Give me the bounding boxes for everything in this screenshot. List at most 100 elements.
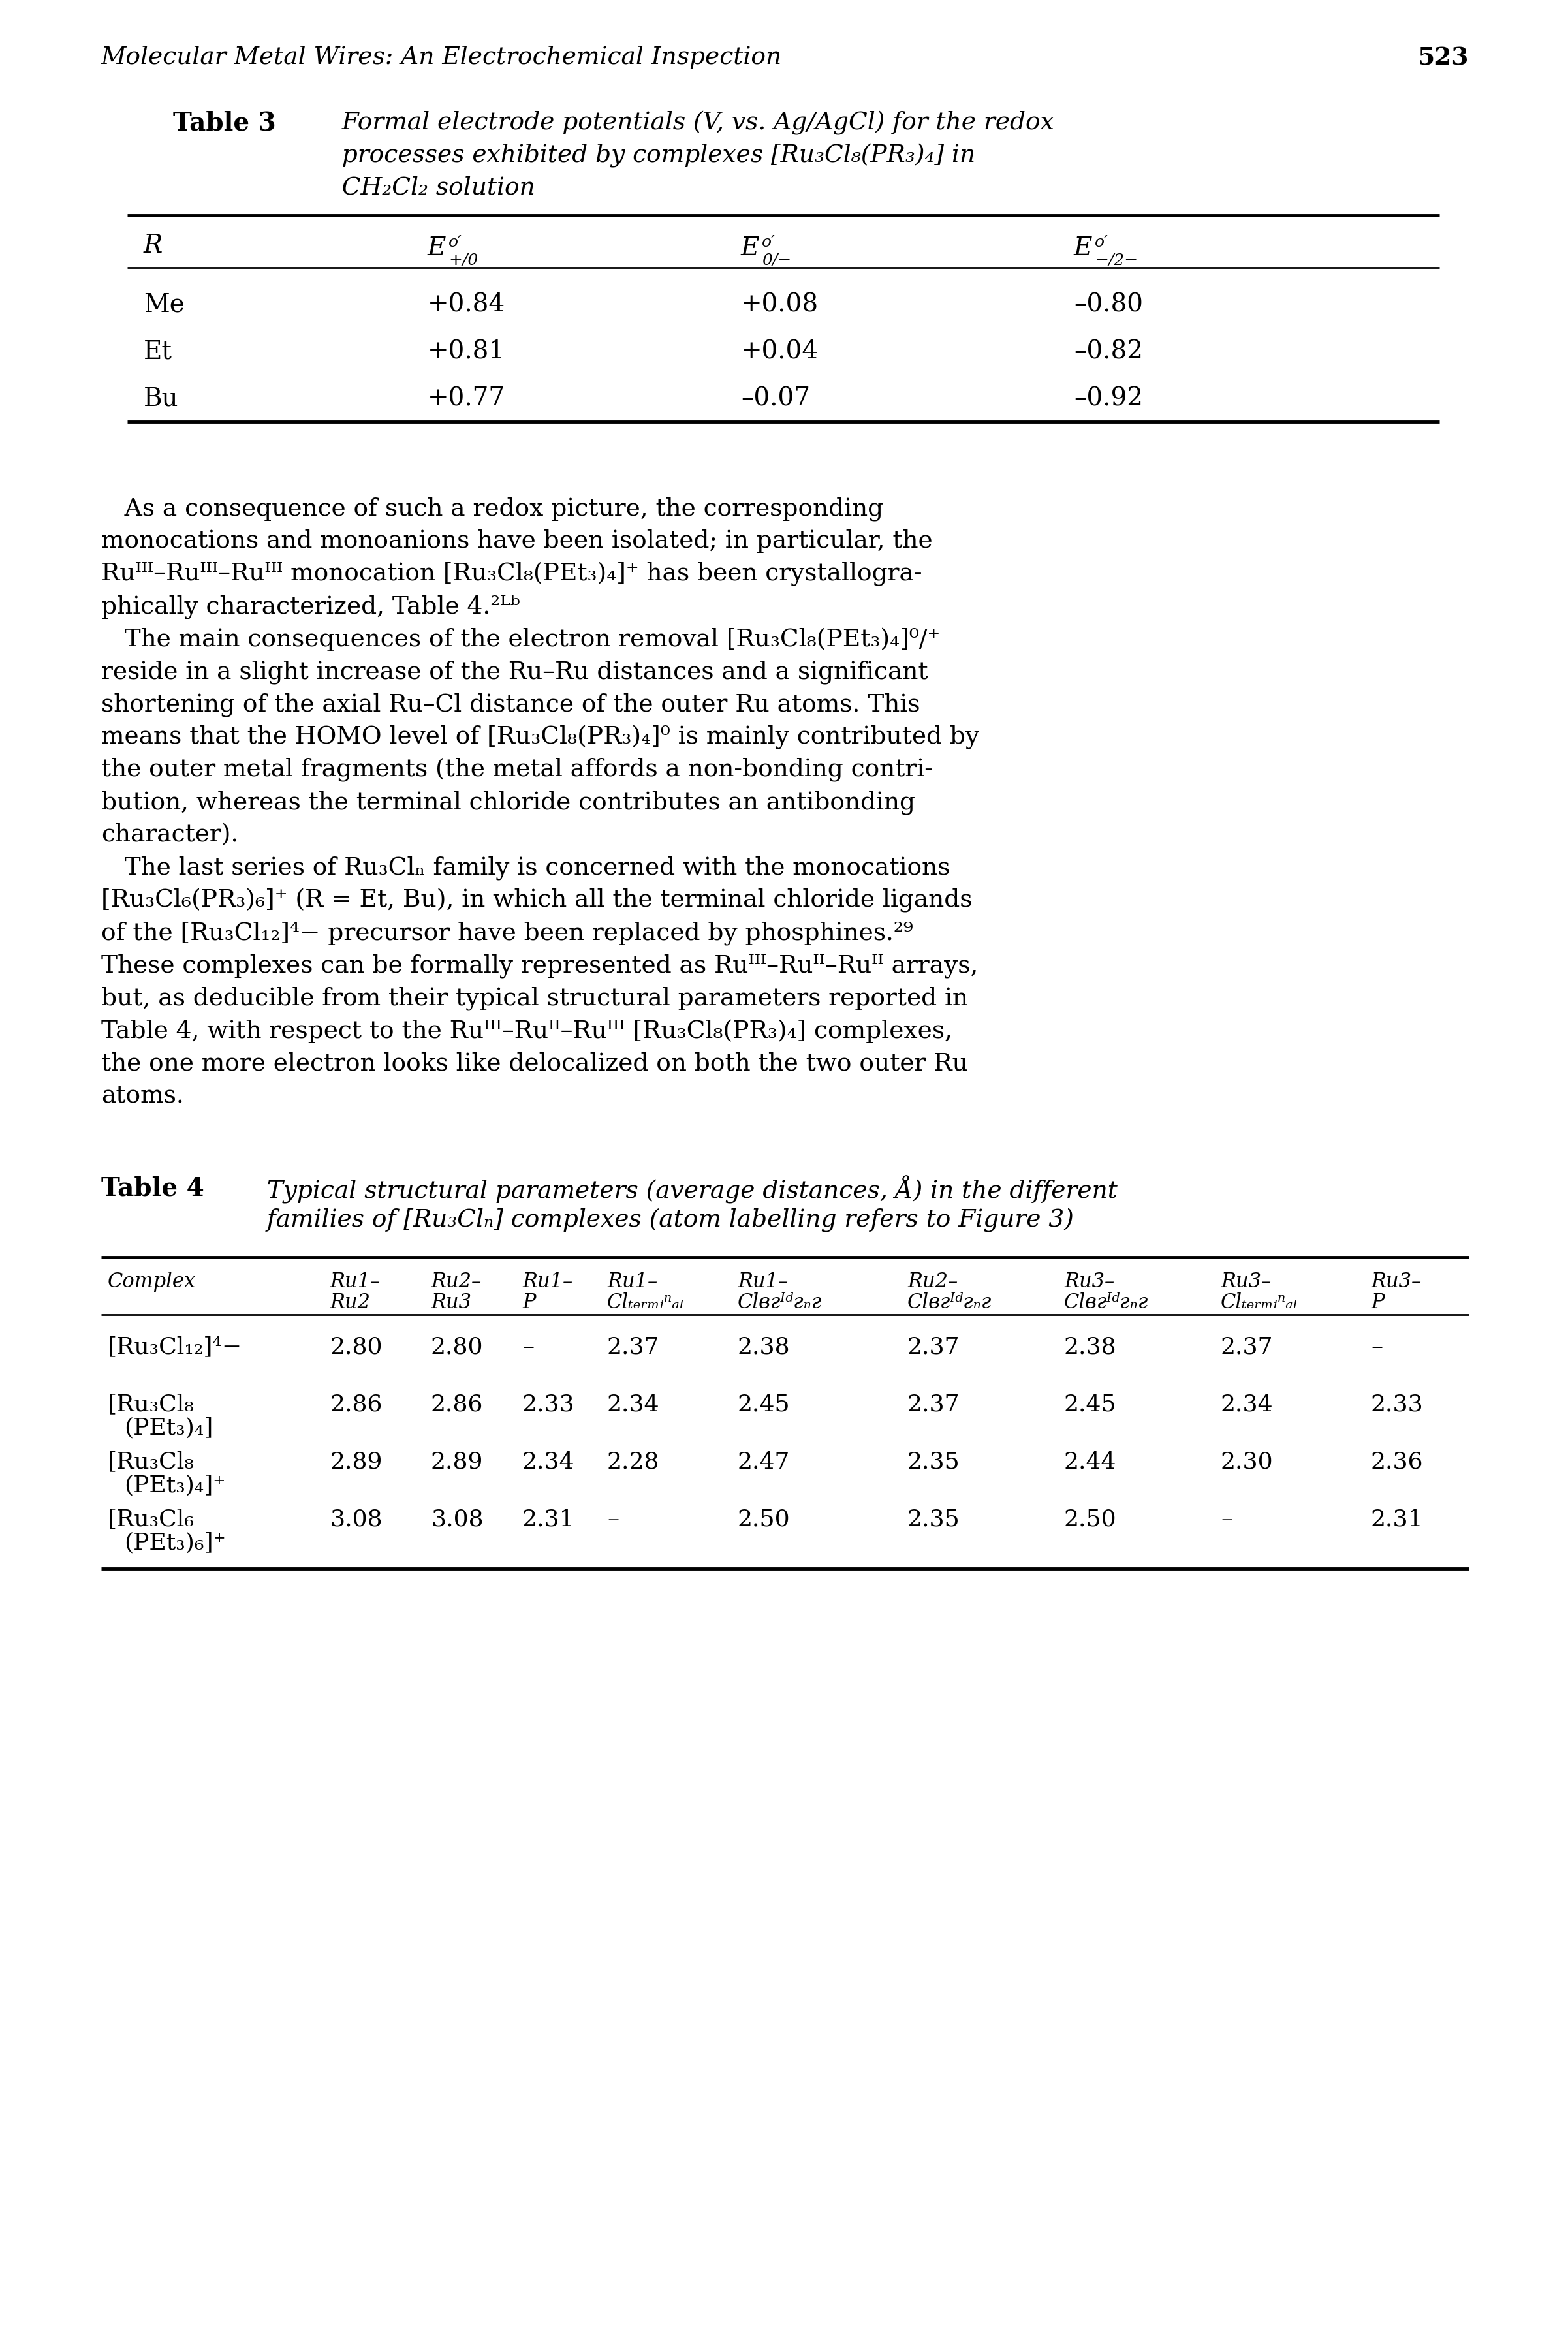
- Text: Formal electrode potentials (V, vs. Ag/AgCl) for the redox: Formal electrode potentials (V, vs. Ag/A…: [326, 110, 1054, 134]
- Text: (PEt₃)₄]⁺: (PEt₃)₄]⁺: [124, 1473, 226, 1497]
- Text: 2.37: 2.37: [908, 1394, 960, 1415]
- Text: 2.38: 2.38: [737, 1335, 790, 1358]
- Text: Ru1–: Ru1–: [329, 1271, 379, 1293]
- Text: means that the HOMO level of [Ru₃Cl₈(PR₃)₄]⁰ is mainly contributed by: means that the HOMO level of [Ru₃Cl₈(PR₃…: [102, 726, 980, 750]
- Text: 2.36: 2.36: [1370, 1450, 1424, 1473]
- Text: atoms.: atoms.: [102, 1083, 183, 1107]
- Text: Me: Me: [144, 291, 185, 317]
- Text: families of [Ru₃Clₙ] complexes (atom labelling refers to Figure 3): families of [Ru₃Clₙ] complexes (atom lab…: [251, 1208, 1074, 1231]
- Text: 2.37: 2.37: [607, 1335, 660, 1358]
- Text: R: R: [144, 233, 163, 258]
- Text: The last series of Ru₃Clₙ family is concerned with the monocations: The last series of Ru₃Clₙ family is conc…: [102, 855, 950, 879]
- Text: E: E: [428, 237, 447, 261]
- Text: 2.38: 2.38: [1065, 1335, 1116, 1358]
- Text: 2.33: 2.33: [1370, 1394, 1424, 1415]
- Text: bution, whereas the terminal chloride contributes an antibonding: bution, whereas the terminal chloride co…: [102, 790, 916, 815]
- Text: Bu: Bu: [144, 385, 179, 411]
- Text: +/0: +/0: [448, 254, 478, 268]
- Text: Table 4, with respect to the Ruᴵᴵᴵ–Ruᴵᴵ–Ruᴵᴵᴵ [Ru₃Cl₈(PR₃)₄] complexes,: Table 4, with respect to the Ruᴵᴵᴵ–Ruᴵᴵ–…: [102, 1020, 952, 1043]
- Text: character).: character).: [102, 822, 238, 846]
- Text: 2.34: 2.34: [607, 1394, 660, 1415]
- Text: phically characterized, Table 4.²ᴸᵇ: phically characterized, Table 4.²ᴸᵇ: [102, 595, 521, 618]
- Text: Ru3–: Ru3–: [1370, 1271, 1421, 1293]
- Text: P: P: [1370, 1293, 1385, 1314]
- Text: 2.31: 2.31: [1370, 1509, 1424, 1530]
- Text: the one more electron looks like delocalized on both the two outer Ru: the one more electron looks like delocal…: [102, 1053, 967, 1076]
- Text: Table 3: Table 3: [172, 110, 276, 136]
- Text: 2.80: 2.80: [329, 1335, 383, 1358]
- Text: Clвгᴵᵈгₙг: Clвгᴵᵈгₙг: [908, 1293, 991, 1314]
- Text: shortening of the axial Ru–Cl distance of the outer Ru atoms. This: shortening of the axial Ru–Cl distance o…: [102, 693, 920, 717]
- Text: 2.86: 2.86: [329, 1394, 383, 1415]
- Text: Ru2–: Ru2–: [431, 1271, 481, 1293]
- Text: Table 4: Table 4: [102, 1175, 204, 1201]
- Text: [Ru₃Cl₆: [Ru₃Cl₆: [108, 1509, 194, 1530]
- Text: o′: o′: [1094, 235, 1109, 249]
- Text: [Ru₃Cl₆(PR₃)₆]⁺ (R = Et, Bu), in which all the terminal chloride ligands: [Ru₃Cl₆(PR₃)₆]⁺ (R = Et, Bu), in which a…: [102, 888, 972, 912]
- Text: Clₜₑᵣₘᵢⁿₐₗ: Clₜₑᵣₘᵢⁿₐₗ: [607, 1293, 685, 1314]
- Text: Ru1–: Ru1–: [522, 1271, 572, 1293]
- Text: Ru2: Ru2: [329, 1293, 370, 1314]
- Text: 2.28: 2.28: [607, 1450, 660, 1473]
- Text: Complex: Complex: [108, 1271, 196, 1293]
- Text: Ru1–: Ru1–: [607, 1271, 657, 1293]
- Text: Clвгᴵᵈгₙг: Clвгᴵᵈгₙг: [1065, 1293, 1148, 1314]
- Text: Ru2–: Ru2–: [908, 1271, 958, 1293]
- Text: o′: o′: [762, 235, 775, 249]
- Text: 2.33: 2.33: [522, 1394, 575, 1415]
- Text: P: P: [522, 1293, 536, 1314]
- Text: Et: Et: [144, 338, 172, 364]
- Text: o′: o′: [448, 235, 463, 249]
- Text: 2.45: 2.45: [737, 1394, 790, 1415]
- Text: –0.82: –0.82: [1074, 338, 1143, 364]
- Text: the outer metal fragments (the metal affords a non-bonding contri-: the outer metal fragments (the metal aff…: [102, 757, 933, 783]
- Text: [Ru₃Cl₈: [Ru₃Cl₈: [108, 1450, 194, 1473]
- Text: 2.37: 2.37: [1221, 1335, 1273, 1358]
- Text: 2.89: 2.89: [329, 1450, 383, 1473]
- Text: Clₜₑᵣₘᵢⁿₐₗ: Clₜₑᵣₘᵢⁿₐₗ: [1221, 1293, 1298, 1314]
- Text: –0.07: –0.07: [742, 385, 811, 411]
- Text: (PEt₃)₄]: (PEt₃)₄]: [124, 1417, 213, 1438]
- Text: [Ru₃Cl₈: [Ru₃Cl₈: [108, 1394, 194, 1415]
- Text: 2.30: 2.30: [1221, 1450, 1273, 1473]
- Text: processes exhibited by complexes [Ru₃Cl₈(PR₃)₄] in: processes exhibited by complexes [Ru₃Cl₈…: [326, 143, 975, 167]
- Text: +0.08: +0.08: [742, 291, 818, 317]
- Text: 2.47: 2.47: [737, 1450, 790, 1473]
- Text: [Ru₃Cl₁₂]⁴−: [Ru₃Cl₁₂]⁴−: [108, 1335, 243, 1358]
- Text: –: –: [1221, 1509, 1232, 1530]
- Text: 3.08: 3.08: [431, 1509, 483, 1530]
- Text: Molecular Metal Wires: An Electrochemical Inspection: Molecular Metal Wires: An Electrochemica…: [102, 45, 782, 68]
- Text: These complexes can be formally represented as Ruᴵᴵᴵ–Ruᴵᴵ–Ruᴵᴵ arrays,: These complexes can be formally represen…: [102, 954, 978, 978]
- Text: E: E: [1074, 237, 1093, 261]
- Text: 2.35: 2.35: [908, 1509, 960, 1530]
- Text: 3.08: 3.08: [329, 1509, 383, 1530]
- Text: 2.35: 2.35: [908, 1450, 960, 1473]
- Text: +0.84: +0.84: [428, 291, 505, 317]
- Text: Typical structural parameters (average distances, Å) in the different: Typical structural parameters (average d…: [251, 1175, 1118, 1203]
- Text: As a consequence of such a redox picture, the corresponding: As a consequence of such a redox picture…: [102, 496, 883, 522]
- Text: reside in a slight increase of the Ru–Ru distances and a significant: reside in a slight increase of the Ru–Ru…: [102, 660, 928, 684]
- Text: 2.50: 2.50: [737, 1509, 790, 1530]
- Text: 2.45: 2.45: [1065, 1394, 1116, 1415]
- Text: 2.80: 2.80: [431, 1335, 483, 1358]
- Text: but, as deducible from their typical structural parameters reported in: but, as deducible from their typical str…: [102, 987, 967, 1010]
- Text: 2.37: 2.37: [908, 1335, 960, 1358]
- Text: 2.34: 2.34: [522, 1450, 575, 1473]
- Text: +0.77: +0.77: [428, 385, 505, 411]
- Text: Ru3–: Ru3–: [1221, 1271, 1272, 1293]
- Text: 2.44: 2.44: [1065, 1450, 1116, 1473]
- Text: –: –: [522, 1335, 535, 1358]
- Text: Ru3: Ru3: [431, 1293, 472, 1314]
- Text: –: –: [1370, 1335, 1383, 1358]
- Text: +0.81: +0.81: [428, 338, 505, 364]
- Text: E: E: [742, 237, 759, 261]
- Text: 523: 523: [1417, 45, 1469, 70]
- Text: of the [Ru₃Cl₁₂]⁴− precursor have been replaced by phosphines.²⁹: of the [Ru₃Cl₁₂]⁴− precursor have been r…: [102, 921, 913, 945]
- Text: The main consequences of the electron removal [Ru₃Cl₈(PEt₃)₄]⁰/⁺: The main consequences of the electron re…: [102, 627, 941, 651]
- Text: Ru3–: Ru3–: [1065, 1271, 1115, 1293]
- Text: –: –: [607, 1509, 619, 1530]
- Text: −/2−: −/2−: [1094, 254, 1138, 268]
- Text: 2.50: 2.50: [1065, 1509, 1116, 1530]
- Text: –0.92: –0.92: [1074, 385, 1143, 411]
- Text: Ruᴵᴵᴵ–Ruᴵᴵᴵ–Ruᴵᴵᴵ monocation [Ru₃Cl₈(PEt₃)₄]⁺ has been crystallogra-: Ruᴵᴵᴵ–Ruᴵᴵᴵ–Ruᴵᴵᴵ monocation [Ru₃Cl₈(PEt…: [102, 562, 922, 585]
